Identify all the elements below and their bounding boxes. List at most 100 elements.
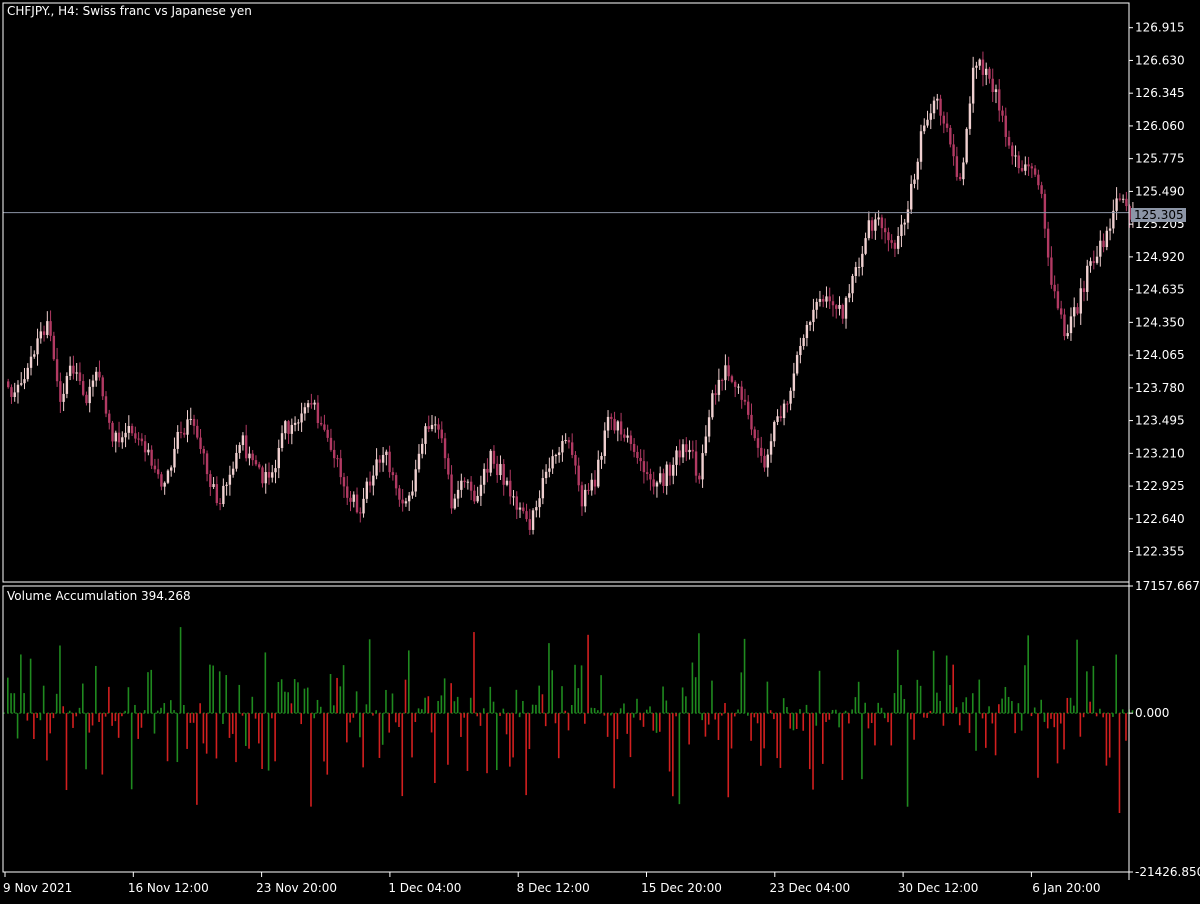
candle — [65, 372, 69, 399]
volume-bar — [427, 696, 430, 714]
volume-bar — [170, 700, 172, 714]
volume-bar — [812, 713, 814, 790]
candle — [857, 257, 861, 277]
candle — [150, 445, 153, 470]
candle-body — [91, 380, 95, 387]
volume-bar — [42, 685, 45, 714]
price-panel-frame — [2, 2, 1130, 583]
candle — [104, 391, 108, 418]
candle — [1076, 303, 1079, 316]
candle — [1020, 160, 1024, 173]
price-panel[interactable] — [3, 51, 1135, 536]
volume-bar — [870, 713, 873, 724]
volume-bar — [694, 677, 697, 714]
volume-bar — [421, 709, 423, 714]
candle — [1053, 275, 1056, 299]
volume-bar — [665, 700, 668, 714]
candle — [1069, 307, 1073, 341]
candle — [310, 393, 313, 409]
candle — [316, 395, 320, 429]
candle — [496, 455, 499, 483]
candle — [166, 469, 170, 485]
candle-body — [662, 473, 665, 486]
volume-bar — [587, 634, 589, 714]
volume-bar — [750, 713, 752, 741]
candle — [342, 472, 346, 498]
volume-bar — [610, 713, 612, 716]
volume-bar — [7, 677, 9, 714]
candle — [789, 387, 792, 411]
candle — [1011, 142, 1014, 165]
volume-bar — [173, 710, 175, 714]
candle-body — [584, 489, 587, 507]
candle-body — [277, 447, 280, 469]
volume-bar — [440, 695, 443, 714]
volume-bar — [1004, 686, 1007, 714]
volume-bar — [818, 670, 821, 714]
volume-bar — [385, 689, 387, 714]
x-tick-label: 8 Dec 12:00 — [517, 881, 590, 895]
candle — [391, 467, 395, 481]
volume-bar — [404, 679, 407, 714]
candle-body — [1063, 314, 1066, 337]
candle-body — [1053, 284, 1056, 292]
y-tick-label: 124.350 — [1135, 315, 1185, 329]
candle — [385, 449, 388, 466]
candle-body — [310, 403, 313, 405]
candle — [75, 362, 78, 381]
candle — [411, 480, 414, 499]
candle-body — [143, 441, 147, 453]
candle-body — [404, 501, 408, 504]
candle-body — [958, 176, 962, 180]
volume-bar — [916, 679, 919, 714]
candle — [903, 218, 906, 236]
volume-bar — [401, 713, 404, 797]
volume-bar — [743, 638, 746, 714]
candle-body — [362, 498, 365, 514]
volume-bar — [251, 696, 254, 714]
volume-bar — [704, 713, 707, 737]
candle — [776, 409, 779, 426]
volume-bar — [375, 710, 377, 714]
volume-bar — [65, 713, 68, 791]
candle-body — [238, 445, 241, 453]
volume-bar — [515, 689, 518, 714]
candle-body — [388, 451, 391, 473]
volume-accumulation-panel[interactable] — [3, 627, 1134, 814]
candle-body — [998, 89, 1001, 111]
candle — [323, 414, 326, 432]
candle — [284, 419, 287, 440]
candle-body — [160, 474, 163, 487]
candle-body — [13, 392, 16, 397]
volume-bar — [26, 713, 29, 721]
candle — [218, 498, 222, 511]
volume-bar — [1105, 713, 1108, 766]
candle — [724, 354, 727, 391]
candle-body — [55, 359, 59, 382]
volume-bar — [1095, 713, 1098, 717]
candle — [59, 372, 62, 413]
candle — [372, 465, 375, 496]
volume-bar — [179, 627, 182, 714]
candle-body — [225, 484, 228, 486]
volume-bar — [1007, 696, 1010, 714]
candle — [199, 429, 202, 454]
candle-body — [489, 450, 492, 473]
candle — [659, 466, 662, 485]
candle — [942, 111, 946, 134]
candle — [463, 477, 466, 488]
volume-bar — [636, 698, 638, 714]
y-tick-label: 124.065 — [1135, 348, 1185, 362]
candle-body — [737, 386, 740, 388]
candle — [1043, 189, 1047, 239]
volume-bar — [23, 693, 25, 714]
candle-body — [763, 455, 766, 468]
candle-body — [297, 422, 300, 424]
candle-body — [72, 365, 75, 374]
candle — [763, 448, 766, 472]
volume-bar — [209, 664, 211, 714]
candle — [923, 118, 926, 135]
candle — [512, 489, 515, 506]
candle-body — [570, 442, 574, 455]
